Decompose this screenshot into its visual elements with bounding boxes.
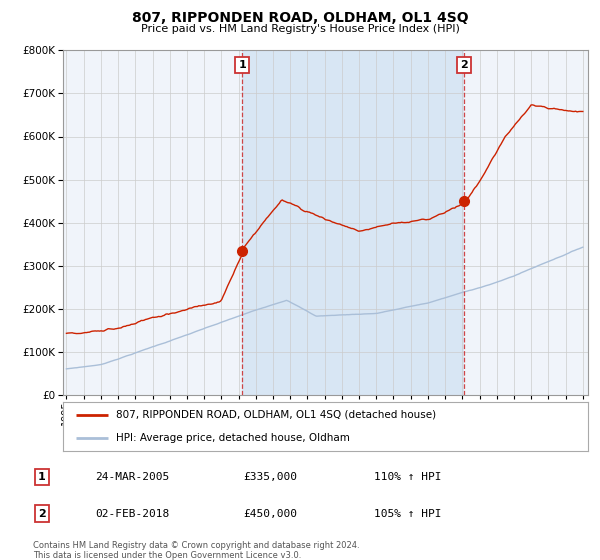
Text: Price paid vs. HM Land Registry's House Price Index (HPI): Price paid vs. HM Land Registry's House … xyxy=(140,24,460,34)
Text: £335,000: £335,000 xyxy=(243,472,297,482)
Text: 807, RIPPONDEN ROAD, OLDHAM, OL1 4SQ: 807, RIPPONDEN ROAD, OLDHAM, OL1 4SQ xyxy=(131,11,469,25)
Text: 02-FEB-2018: 02-FEB-2018 xyxy=(95,508,169,519)
Text: 2: 2 xyxy=(460,60,467,70)
Text: 2: 2 xyxy=(38,508,46,519)
Text: 1: 1 xyxy=(38,472,46,482)
Bar xyxy=(242,50,464,395)
Text: HPI: Average price, detached house, Oldham: HPI: Average price, detached house, Oldh… xyxy=(115,433,349,444)
Text: 1: 1 xyxy=(238,60,246,70)
Text: This data is licensed under the Open Government Licence v3.0.: This data is licensed under the Open Gov… xyxy=(33,551,301,560)
Text: Contains HM Land Registry data © Crown copyright and database right 2024.: Contains HM Land Registry data © Crown c… xyxy=(33,541,359,550)
Text: 105% ↑ HPI: 105% ↑ HPI xyxy=(374,508,442,519)
Text: £450,000: £450,000 xyxy=(243,508,297,519)
Text: 807, RIPPONDEN ROAD, OLDHAM, OL1 4SQ (detached house): 807, RIPPONDEN ROAD, OLDHAM, OL1 4SQ (de… xyxy=(115,410,436,420)
Text: 110% ↑ HPI: 110% ↑ HPI xyxy=(374,472,442,482)
Text: 24-MAR-2005: 24-MAR-2005 xyxy=(95,472,169,482)
